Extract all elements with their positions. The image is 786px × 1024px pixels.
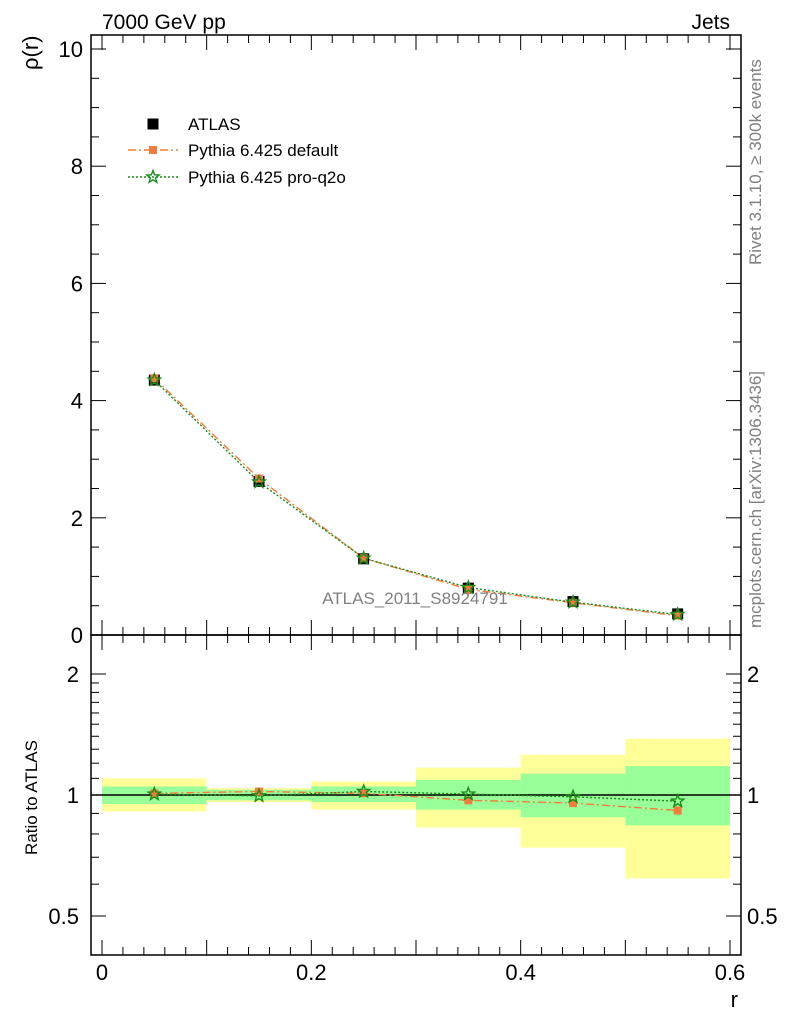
ratio-proq2o-line [154,790,678,802]
ratio-proq2o-point [146,785,163,802]
ratio-default-point [673,806,682,815]
pythia-default-point [150,374,159,383]
legend-proq2o-marker [144,168,162,184]
legend-default-marker [149,146,157,154]
pythia-proq2o-point [460,578,477,595]
ratio-ytick-label: 1 [67,783,79,808]
main-panel: 0 2 4 6 8 10 ρ(r) ATLAS_2011_S8924791 ATLAS Py… [18,34,742,648]
ratio-ytick-label-right: 0.5 [747,904,778,929]
ratio-ytick-label: 2 [67,662,79,687]
pythia-default-point [255,474,263,483]
pythia-proq2o-point [250,473,268,489]
pythia-proq2o-point [564,593,582,610]
main-ylabel: ρ(r) [18,36,43,71]
pythia-default-point [673,611,682,620]
ratio-bands [91,738,741,879]
main-axes: 0 2 4 6 8 10 [59,34,742,648]
main-ytick-label: 6 [71,271,83,296]
analysis-label: ATLAS_2011_S8924791 [322,589,508,608]
main-ytick-label: 8 [71,154,83,179]
ratio-proq2o-point [669,792,686,809]
ratio-xtick-label: 0.2 [296,960,327,985]
ratio-xlabel: r [731,987,738,1012]
legend-label: Pythia 6.425 default [188,141,339,160]
ratio-default-line [154,790,678,812]
ratio-panel: 0.5 0.5 1 1 2 2 0 0.2 0.4 0.6 Ratio to ATLAS r [22,634,778,1012]
ratio-axes: 0.5 0.5 1 1 2 2 0 0.2 0.4 0.6 [48,634,778,985]
ratio-default-point [464,796,473,805]
main-ytick-label: 4 [71,389,83,414]
ratio-proq2o-point [460,785,477,802]
ratio-proq2o-point [250,787,268,803]
pythia-proq2o-point [669,605,686,622]
ratio-default-point [255,787,263,796]
legend-label: ATLAS [188,115,241,134]
mcplots-label: mcplots.cern.ch [arXiv:1306.3436] [746,371,765,628]
ratio-marks [146,782,686,815]
ratio-ytick-label: 0.5 [48,904,79,929]
ratio-default-point [150,789,159,798]
pythia-proq2o-point [355,549,372,566]
ratio-xtick-label: 0 [96,960,108,985]
ratio-ytick-label-right: 2 [747,662,759,687]
ratio-ylabel: Ratio to ATLAS [22,740,41,855]
ratio-xtick-label: 0.4 [505,960,536,985]
main-ytick-label: 10 [59,37,83,62]
pythia-default-line [153,377,678,617]
legend-label: Pythia 6.425 pro-q2o [188,168,346,187]
main-ytick-label: 2 [71,506,83,531]
ratio-proq2o-point [355,782,372,799]
header-right-label: Jets [691,11,730,34]
ratio-default-point [569,799,577,808]
pythia-proq2o-point [146,371,163,387]
legend: ATLAS Pythia 6.425 default Pythia 6.425 pr… [128,115,346,187]
ratio-proq2o-point [564,788,582,804]
ratio-ytick-label-right: 1 [747,783,759,808]
ratio-xtick-label: 0.6 [715,960,746,985]
pythia-default-point [569,598,577,607]
rivet-label: Rivet 3.1.10, ≥ 300k events [746,59,765,265]
main-marks [146,371,686,622]
pythia-default-point [359,554,368,563]
legend-atlas-marker [147,118,159,130]
pythia-proq2o-line [153,379,678,616]
main-ytick-label: 0 [71,623,83,648]
pythia-default-point [464,585,473,594]
ratio-default-point [359,789,368,798]
header-left-label: 7000 GeV pp [102,11,226,34]
